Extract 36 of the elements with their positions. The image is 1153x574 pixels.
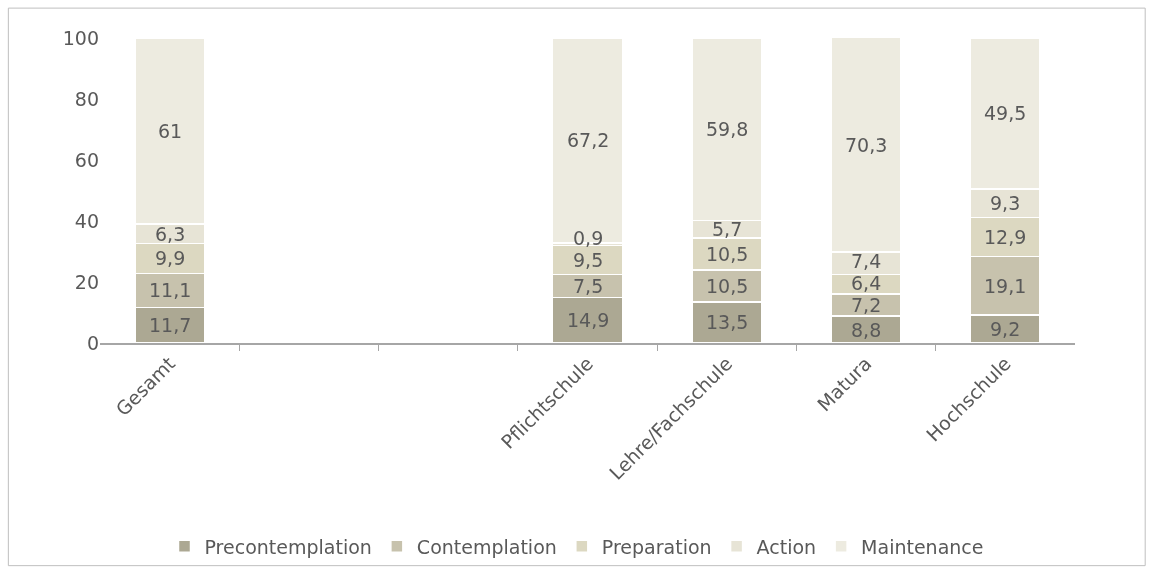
y-tick-label: 20 — [74, 270, 99, 293]
y-tick-label: 0 — [86, 331, 99, 354]
data-label: 9,5 — [573, 249, 604, 271]
data-label: 19,1 — [984, 275, 1027, 297]
data-label: 0,9 — [573, 227, 604, 249]
data-label: 6,4 — [851, 272, 882, 294]
data-label: 49,5 — [984, 102, 1027, 124]
y-tick-label: 40 — [74, 209, 99, 232]
data-label: 10,5 — [706, 275, 749, 297]
data-label: 9,9 — [155, 247, 186, 269]
data-label: 11,1 — [149, 279, 192, 301]
data-label: 9,3 — [990, 192, 1021, 214]
data-label: 67,2 — [567, 129, 610, 151]
data-label: 13,5 — [706, 311, 749, 333]
data-label: 61 — [158, 120, 183, 142]
data-label: 7,4 — [851, 250, 882, 272]
y-tick-label: 60 — [74, 148, 99, 171]
data-label: 7,5 — [573, 275, 604, 297]
legend-label: Precontemplation — [204, 535, 372, 558]
data-label: 14,9 — [567, 309, 610, 331]
legend-label: Maintenance — [861, 535, 984, 558]
data-label: 9,2 — [990, 318, 1021, 340]
y-tick-label: 80 — [74, 87, 99, 110]
y-tick-label: 100 — [62, 26, 99, 49]
legend-label: Preparation — [601, 535, 712, 558]
legend-label: Action — [756, 535, 817, 558]
data-label: 11,7 — [149, 314, 192, 336]
data-label: 5,7 — [712, 218, 743, 240]
data-label: 12,9 — [984, 226, 1027, 248]
data-label: 7,2 — [851, 294, 882, 316]
data-label: 8,8 — [851, 319, 882, 341]
data-label: 59,8 — [706, 118, 749, 140]
legend-label: Contemplation — [416, 535, 557, 558]
data-label: 10,5 — [706, 243, 749, 265]
data-label: 70,3 — [845, 134, 888, 156]
data-label: 6,3 — [155, 223, 186, 245]
